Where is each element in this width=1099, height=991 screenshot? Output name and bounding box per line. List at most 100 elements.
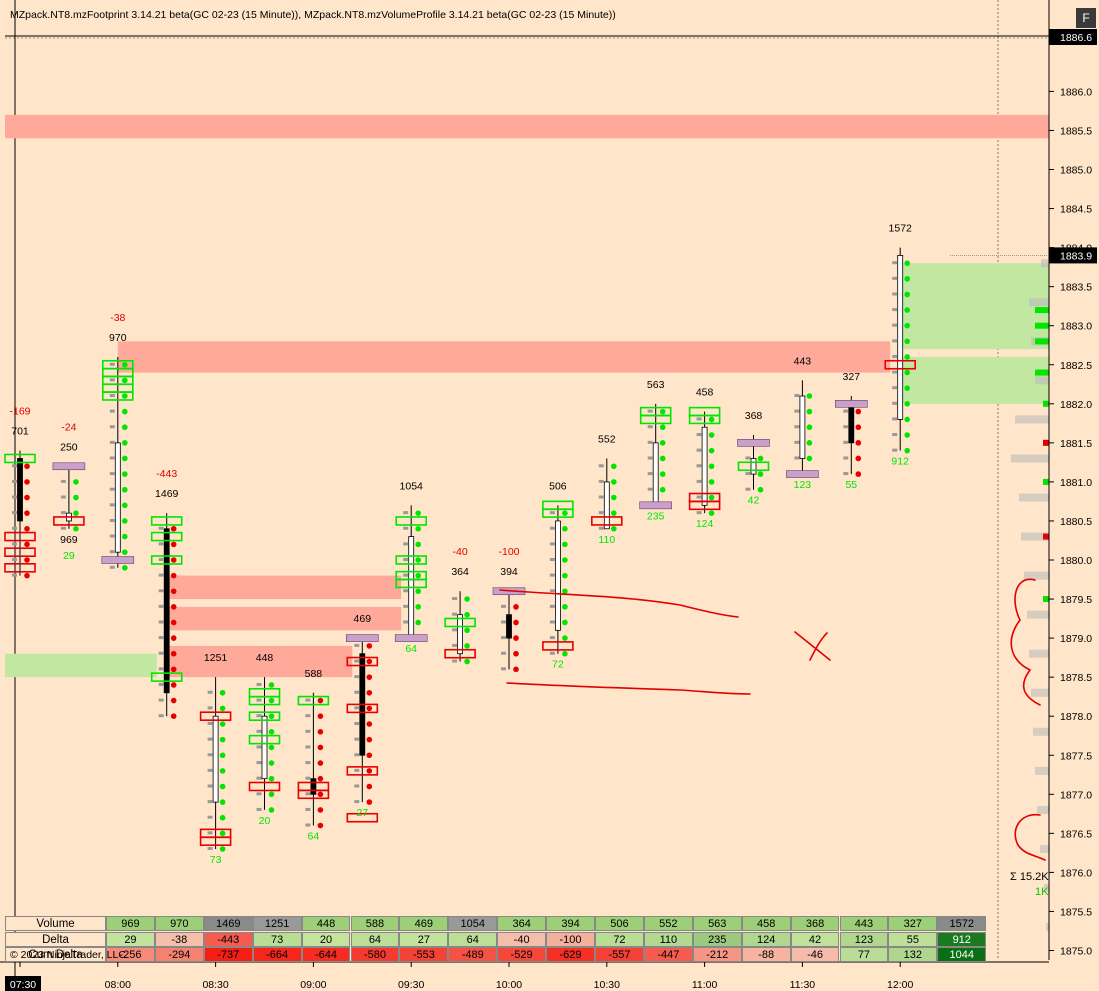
profile-level [1033,727,1049,736]
delta-dot [366,643,373,649]
delta-dot [904,416,910,423]
delta-dot [659,408,666,415]
footprint-bar: -169 701 [4,406,36,579]
delta-dot [611,494,617,501]
volume-tick [745,472,751,476]
current-time-label: 07:30 [10,979,36,991]
volume-tick [60,526,66,530]
f-button[interactable]: F [1076,8,1096,28]
footprint-bar: 1251 73 [199,652,232,866]
volume-tick [305,807,311,811]
delta-dot [757,455,764,462]
volume-tick [305,776,311,780]
time-tick-label: 11:30 [790,979,816,991]
delta-dot [708,416,715,423]
delta-dot [122,486,128,493]
volume-tick [158,542,164,546]
table-cell: 123 [839,931,889,947]
delta-dot [317,697,324,704]
hand-drawn-annotation [499,589,739,618]
delta-dot [366,689,373,696]
volume-tick [696,417,702,421]
table-cell: 1044 [937,947,987,962]
price-tick-label: 1877.5 [1060,750,1092,762]
volume-tick [305,714,311,718]
volume-tick [403,573,409,577]
price-tick-label: 1885.5 [1060,125,1092,137]
price-tick-label: 1883.0 [1060,321,1092,333]
profile-delta-level [1035,369,1049,376]
profile-delta-level [1043,478,1049,485]
buy-imbalance-box [395,516,428,526]
chart-title: MZpack.NT8.mzFootprint 3.14.21 beta(GC 0… [10,9,616,21]
table-cell: -489 [448,947,498,962]
delta-dot [904,401,910,407]
volume-tick [12,526,17,530]
sell-imbalance-box [590,516,623,526]
bar-volume-label: 250 [60,441,78,453]
volume-tick [794,440,800,444]
poc-box [786,470,819,478]
delta-dot [73,525,79,532]
table-cell: 469 [399,916,449,931]
buy-imbalance-box [444,617,476,628]
volume-tick [598,495,604,499]
bar-sub-delta-label: 124 [696,518,714,530]
volume-tick [305,761,311,765]
poc-box [345,634,379,642]
price-tick-label: 1876.0 [1060,867,1092,879]
delta-dot [366,721,373,727]
delta-dot [24,525,30,532]
delta-dot [366,658,373,665]
volume-tick [892,323,898,327]
profile-level [1046,923,1049,932]
delta-dot [611,510,617,516]
volume-tick [158,714,164,718]
volume-tick [60,479,66,483]
bar-sub-delta-label: 64 [308,831,320,843]
volume-tick [109,378,115,382]
table-cell: -557 [595,947,644,962]
bar-delta-label: -24 [61,421,76,433]
delta-dot [513,619,519,626]
volume-tick [647,487,653,491]
delta-dot [122,549,128,555]
delta-dot [122,440,128,446]
delta-dot [170,697,177,704]
volume-tick [12,464,17,468]
delta-dot [806,455,813,462]
bar-volume-label: 970 [109,332,127,344]
hand-drawn-annotation [794,631,831,661]
delta-dot [904,291,910,298]
top-price-label: 1886.6 [1060,32,1092,44]
table-cell: 969 [106,916,155,931]
volume-tick [354,784,360,788]
profile-delta-level [1035,322,1049,329]
volume-tick [109,456,115,460]
delta-dot [806,393,813,399]
volume-tick [452,643,458,647]
delta-dot [170,635,177,641]
delta-dot [170,713,177,719]
profile-delta-level [1043,533,1049,540]
profile-delta-level [1035,338,1049,345]
volume-tick [452,628,458,632]
volume-tick [892,292,898,296]
delta-dot [806,440,813,446]
total-volume-label: Σ 15.2K [1010,871,1049,883]
delta-dot [122,361,128,368]
bar-body [897,255,904,420]
volume-tick [207,737,213,741]
footprint-bar: 1572 912 [884,223,917,468]
volume-tick [12,511,17,515]
delta-dot [806,424,813,431]
volume-tick [403,526,409,530]
delta-dot [219,689,226,696]
price-tick-label: 1880.0 [1060,555,1092,567]
volume-tick [892,339,898,343]
delta-dot [611,525,617,532]
volume-tick [256,776,262,780]
delta-dot [513,635,519,641]
delta-dot [366,768,373,774]
